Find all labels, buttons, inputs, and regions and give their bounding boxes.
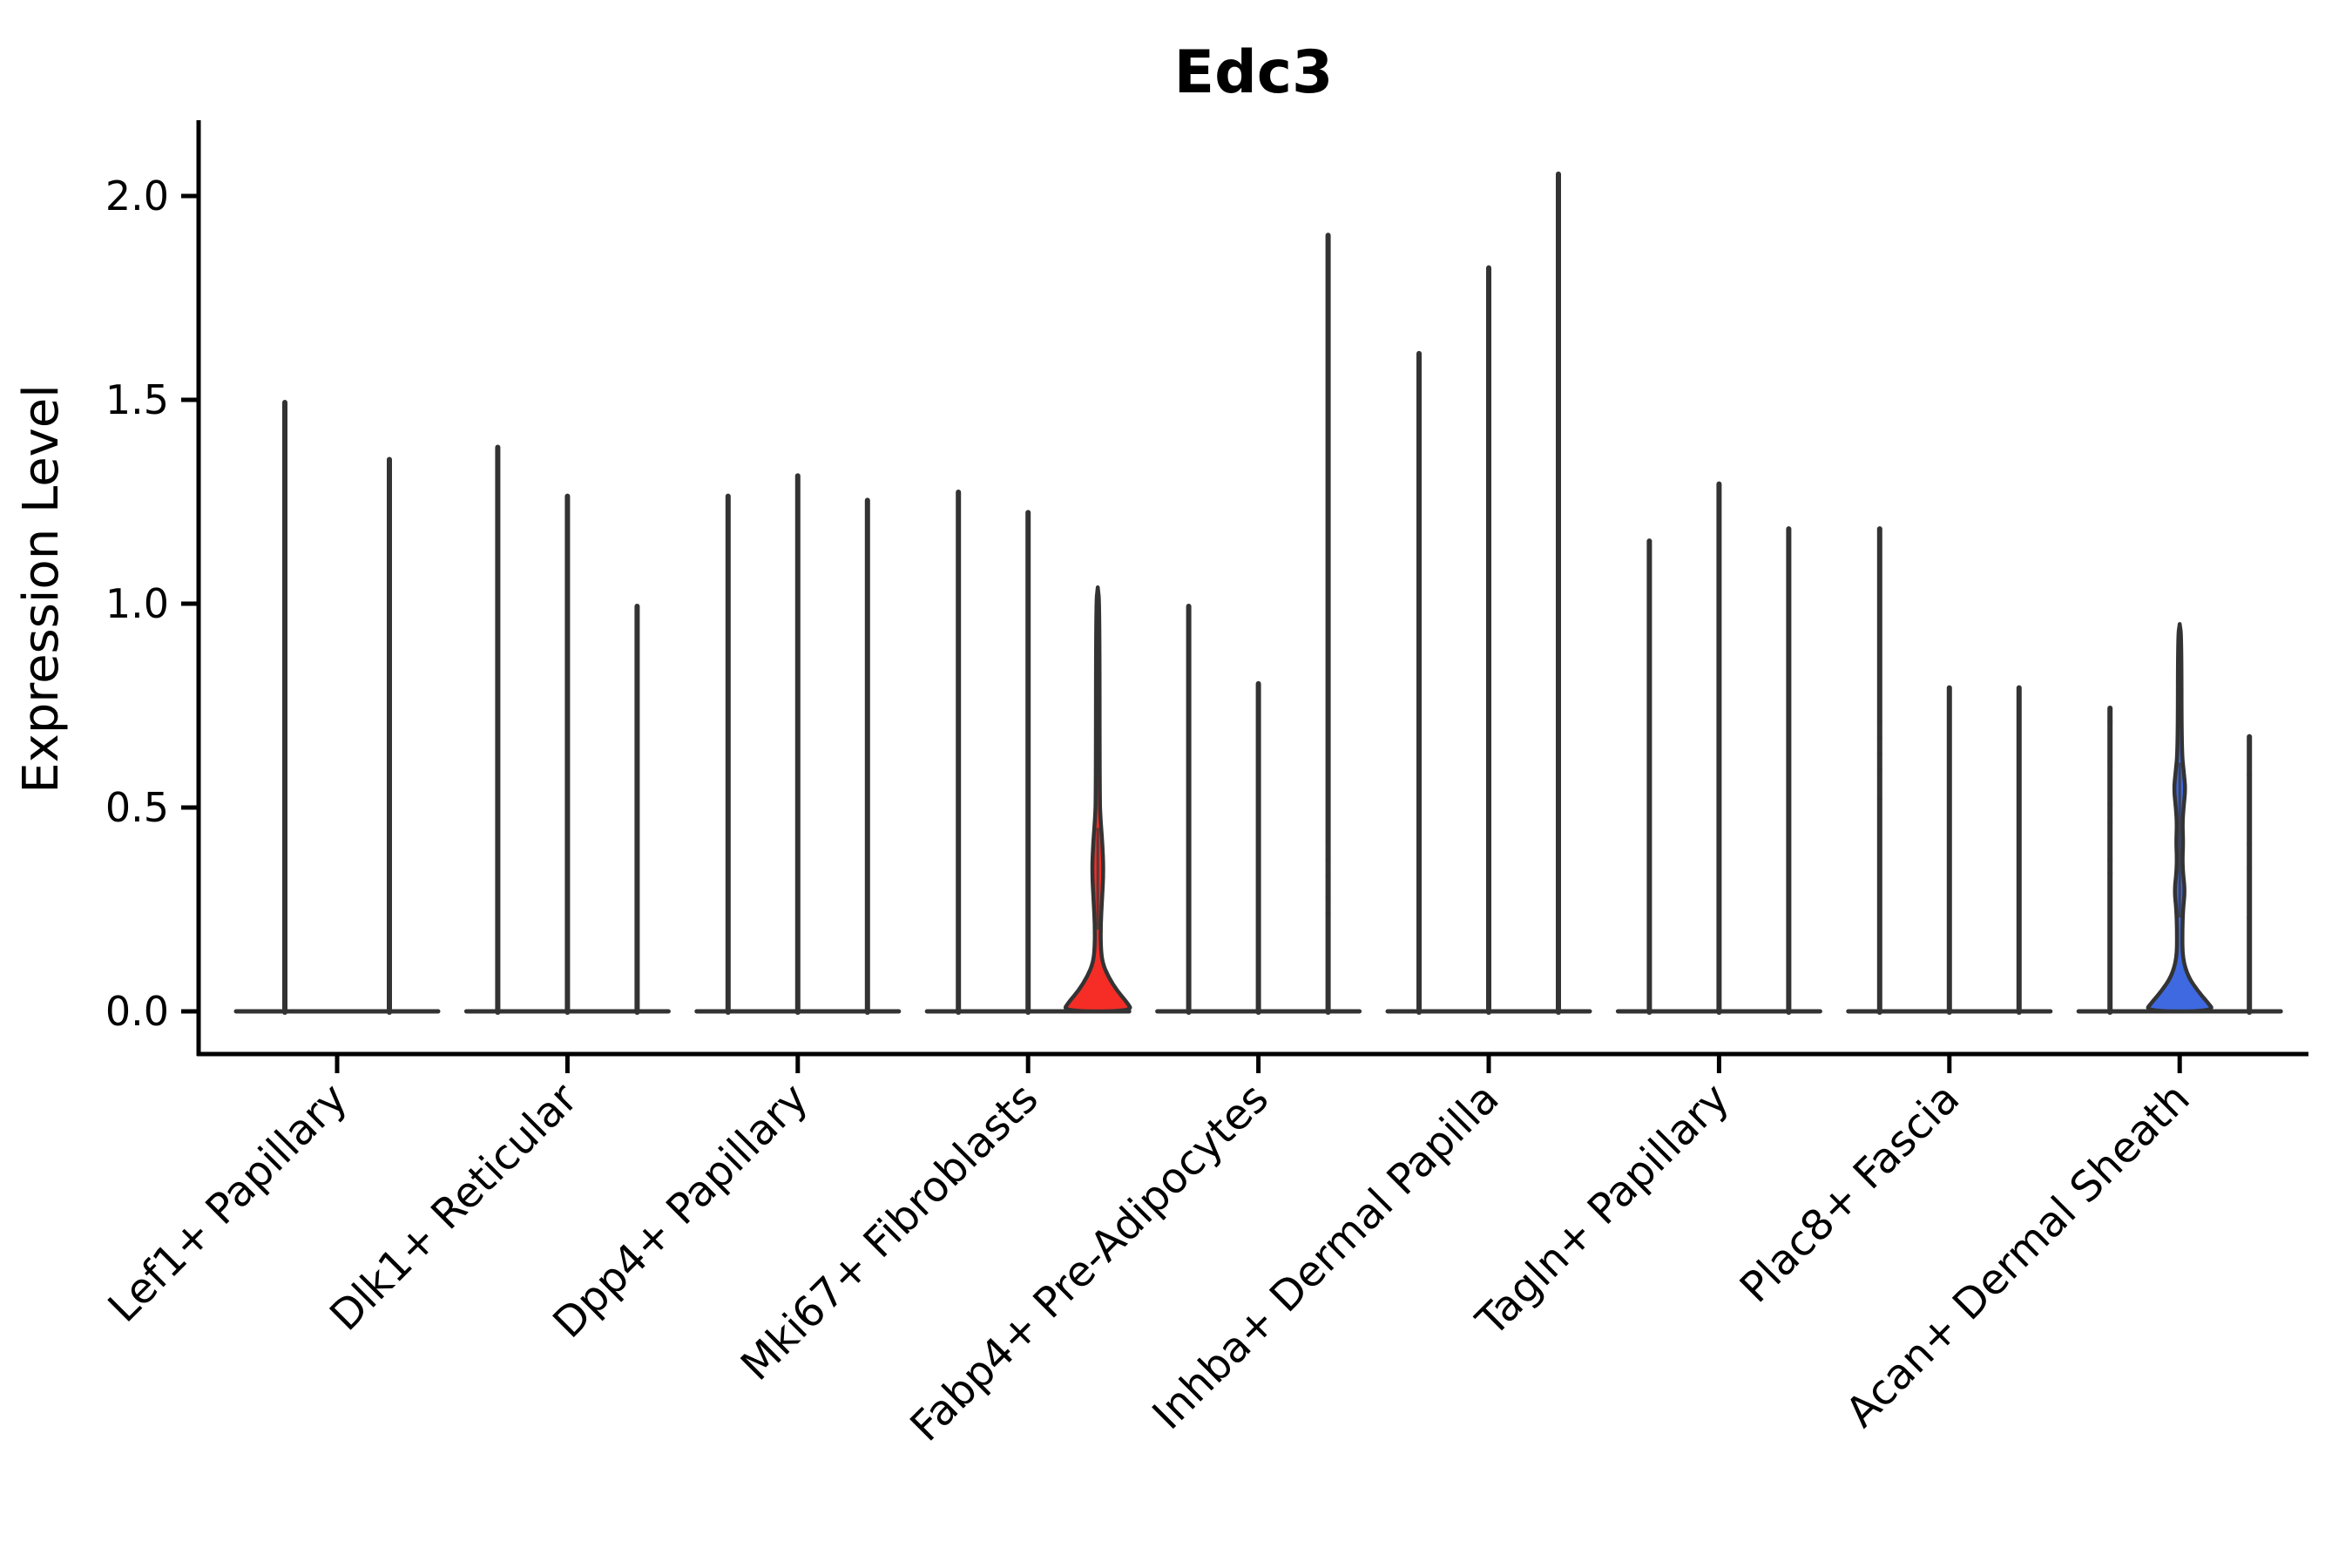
x-tick-label: Dpp4+ Papillary	[544, 1074, 817, 1348]
jitter-dot	[2247, 915, 2253, 921]
jitter-dot	[2107, 760, 2113, 766]
jitter-dot	[2247, 841, 2253, 848]
y-tick-label: 0.0	[105, 988, 169, 1035]
jitter-dot	[1876, 719, 1882, 725]
jitter-dot	[1876, 796, 1882, 802]
jitter-dot	[1325, 874, 1331, 880]
x-tick-label: Dlk1+ Reticular	[321, 1074, 587, 1341]
violin-highlight	[1064, 585, 1132, 1014]
jitter-dot	[2247, 772, 2253, 778]
jitter-dot	[1325, 894, 1331, 900]
jitter-dot	[1876, 735, 1882, 741]
x-tick-label: Lef1+ Papillary	[99, 1074, 357, 1332]
x-tick-label: Plac8+ Fascia	[1731, 1074, 1970, 1313]
jitter-dot	[1876, 767, 1882, 774]
jitter-dot	[2247, 866, 2253, 872]
jitter-dot	[2107, 821, 2113, 827]
jitter-dot	[1325, 837, 1331, 843]
y-tick-label: 2.0	[105, 172, 169, 220]
jitter-dot	[2107, 857, 2113, 863]
jitter-dot	[1876, 752, 1882, 758]
y-tick-label: 0.5	[105, 784, 169, 831]
jitter-dot	[2107, 869, 2113, 875]
chart-title: Edc3	[1174, 38, 1334, 107]
y-tick-label: 1.0	[105, 580, 169, 627]
jitter-dot	[2107, 719, 2113, 725]
y-tick-label: 1.5	[105, 376, 169, 423]
jitter-dot	[2107, 801, 2113, 807]
x-tick-label: Tagln+ Papillary	[1467, 1074, 1739, 1346]
jitter-dot	[1325, 857, 1331, 863]
jitter-dot	[1325, 910, 1331, 916]
y-axis-label: Expression Level	[13, 384, 70, 794]
